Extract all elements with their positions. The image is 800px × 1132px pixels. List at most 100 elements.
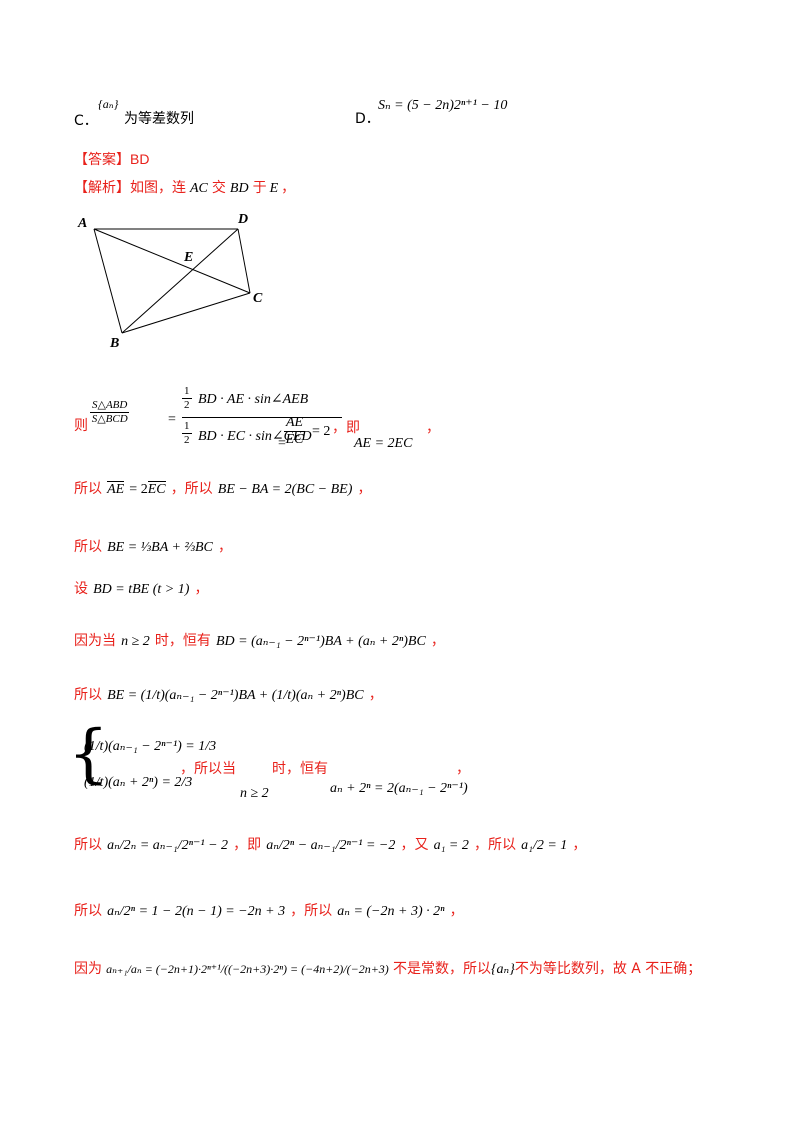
l8-ji: ，即 xyxy=(233,837,262,853)
option-c-math: {aₙ} xyxy=(98,97,119,111)
analysis-tag: 【解析】 xyxy=(74,180,130,196)
l9-end: ， xyxy=(449,903,464,919)
option-c-label: C． xyxy=(74,113,98,129)
l10-text2: 不为等比数列，故 A 不正确； xyxy=(514,961,702,977)
sequence-line-9: 所以 aₙ/2ⁿ = 1 − 2(n − 1) = −2n + 3 ，所以 aₙ… xyxy=(74,902,464,919)
l8-you: ，又 xyxy=(400,837,429,853)
l1-equals: = xyxy=(168,412,176,427)
answer-value: BD xyxy=(130,151,150,167)
l10-seq: {aₙ} xyxy=(490,962,515,977)
l1-r-den: EC xyxy=(285,432,304,448)
l1-top-expr: BD · AE · sin∠AEB xyxy=(198,392,309,407)
point-e-label: E xyxy=(183,250,193,265)
l1-eq2: = 2 xyxy=(312,424,331,439)
l1-result: AE = 2EC xyxy=(354,436,413,451)
l1-half-top-num: 1 xyxy=(182,385,192,399)
analysis-line: 【解析】如图，连 AC 交 BD 于 E， xyxy=(74,179,295,196)
l5-cond: n ≥ 2 xyxy=(121,634,150,649)
l1-half-top-den: 2 xyxy=(184,398,190,411)
l8-eq2: aₙ/2ⁿ − aₙ₋₁/2ⁿ⁻¹ = −2 xyxy=(266,838,396,853)
sequence-line-10: 因为 aₙ₊₁/aₙ = (−2n+1)·2ⁿ⁺¹/((−2n+3)·2ⁿ) =… xyxy=(74,962,701,977)
l1-equals-2: = xyxy=(278,436,286,451)
l9-eq: aₙ/2ⁿ = 1 − 2(n − 1) = −2n + 3 xyxy=(107,904,286,919)
l1-big-frac: 1 2 BD · AE · sin∠AEB 1 2 BD · EC · sin∠… xyxy=(182,385,342,450)
l1-end: ， xyxy=(426,420,440,436)
l9-eq2: aₙ = (−2n + 3) · 2ⁿ xyxy=(337,904,445,919)
l1-lhs-den: S△BCD xyxy=(91,412,128,425)
system-end: ， xyxy=(456,761,470,777)
vertex-d-label: D xyxy=(237,212,248,227)
option-d-math: Sₙ = (5 − 2n)2ⁿ⁺¹ − 10 xyxy=(378,98,508,113)
system-cond: n ≥ 2 xyxy=(240,786,269,801)
vertex-a-label: A xyxy=(77,216,87,231)
l5-rhs: BD = (aₙ₋₁ − 2ⁿ⁻¹)BA + (aₙ + 2ⁿ)BC xyxy=(215,634,426,649)
l5-a: 因为当 xyxy=(74,633,116,649)
analysis-yu: 于 xyxy=(252,180,267,196)
l5-b: 时，恒有 xyxy=(154,633,211,649)
l1-bot-expr: BD · EC · sin∠CED xyxy=(198,429,312,444)
l9-suoyi2: ，所以 xyxy=(290,903,333,919)
l1-half-bot-num: 1 xyxy=(182,420,192,434)
l2-suoyi2: ，所以 xyxy=(170,481,213,497)
l6-rhs: BE = (1/t)(aₙ₋₁ − 2ⁿ⁻¹)BA + (1/t)(aₙ + 2… xyxy=(107,688,364,703)
l6-end: ， xyxy=(368,687,383,703)
l3-rhs: BE = ⅓BA + ⅔BC xyxy=(107,540,213,555)
l2-end: ， xyxy=(357,481,372,497)
analysis-jiao: 交 xyxy=(211,180,226,196)
l8-eq1: aₙ/2ₙ = aₙ₋₁/2ⁿ⁻¹ − 2 xyxy=(107,838,229,853)
analysis-ac: AC xyxy=(190,181,208,196)
l10-eq: aₙ₊₁/aₙ = (−2n+1)·2ⁿ⁺¹/((−2n+3)·2ⁿ) = (−… xyxy=(106,962,389,976)
l1-lhs-num: S△ABD xyxy=(90,399,130,413)
sequence-line-8: 所以 aₙ/2ₙ = aₙ₋₁/2ⁿ⁻¹ − 2 ，即 aₙ/2ⁿ − aₙ₋₁… xyxy=(74,836,586,853)
l2-vec-ec: EC xyxy=(147,481,166,497)
vector-line-2: 所以 AE = 2EC ，所以 BE − BA = 2(BC − BE) ， xyxy=(74,480,372,497)
system-row-2: (1/t)(aₙ + 2ⁿ) = 2/3 xyxy=(84,775,193,790)
option-d-label: D． xyxy=(355,111,380,127)
l2-vec-ae: AE xyxy=(107,481,125,497)
l8-suoyi: 所以 xyxy=(74,837,102,853)
answer-line: 【答案】BD xyxy=(74,151,149,167)
system-text: ，所以当 xyxy=(180,761,236,777)
l6-suoyi: 所以 xyxy=(74,687,102,703)
analysis-e: E xyxy=(269,181,279,196)
l10-yinwei: 因为 xyxy=(74,961,102,977)
l8-eq3: a₁ = 2 xyxy=(433,838,469,853)
system-text-2: 时，恒有 xyxy=(272,761,328,777)
l1-half-top: 1 2 xyxy=(182,385,192,411)
vector-line-3: 所以 BE = ⅓BA + ⅔BC ， xyxy=(74,538,232,555)
l4-rhs: BD = tBE (t > 1) xyxy=(93,582,190,597)
l2-eq: = 2 xyxy=(129,482,148,497)
l1-lhs-frac: S△ABD S△BCD xyxy=(90,399,130,425)
answer-tag: 【答案】 xyxy=(74,152,130,168)
system-row-1: (1/t)(aₙ₋₁ − 2ⁿ⁻¹) = 1/3 xyxy=(84,739,217,754)
analysis-comma: ， xyxy=(281,180,296,196)
l3-suoyi: 所以 xyxy=(74,539,102,555)
l10-text1: 不是常数，所以 xyxy=(392,961,491,977)
vector-line-4: 设 BD = tBE (t > 1) ， xyxy=(74,580,208,597)
l3-end: ， xyxy=(217,539,232,555)
l2-rhs: BE − BA = 2(BC − BE) xyxy=(217,482,353,497)
l2-suoyi: 所以 xyxy=(74,481,102,497)
vector-line-6: 所以 BE = (1/t)(aₙ₋₁ − 2ⁿ⁻¹)BA + (1/t)(aₙ … xyxy=(74,686,383,703)
l8-suoyi2: ，所以 xyxy=(473,837,516,853)
vertex-c-label: C xyxy=(253,291,263,306)
l5-end: ， xyxy=(430,633,445,649)
analysis-intro: 如图，连 xyxy=(130,180,186,196)
system-brace: { xyxy=(68,717,109,791)
option-c-text: 为等差数列 xyxy=(124,111,194,127)
analysis-bd: BD xyxy=(229,181,249,196)
l9-suoyi: 所以 xyxy=(74,903,102,919)
l1-half-bot-den: 2 xyxy=(184,433,190,446)
option-c: C． xyxy=(74,112,98,128)
vector-line-5: 因为当 n ≥ 2 时，恒有 BD = (aₙ₋₁ − 2ⁿ⁻¹)BA + (a… xyxy=(74,632,445,649)
l4-end: ， xyxy=(194,581,209,597)
system-result: aₙ + 2ⁿ = 2(aₙ₋₁ − 2ⁿ⁻¹) xyxy=(330,781,468,796)
quadrilateral-figure: A D E C B xyxy=(77,212,263,351)
vertex-b-label: B xyxy=(109,336,119,351)
l1-ze: 则 xyxy=(74,418,88,434)
l1-rhs-frac: AE EC xyxy=(284,415,306,448)
l8-end: ， xyxy=(572,837,587,853)
l1-ji: ，即 xyxy=(332,420,360,436)
l4-she: 设 xyxy=(74,581,88,597)
l1-half-bot: 1 2 xyxy=(182,420,192,446)
